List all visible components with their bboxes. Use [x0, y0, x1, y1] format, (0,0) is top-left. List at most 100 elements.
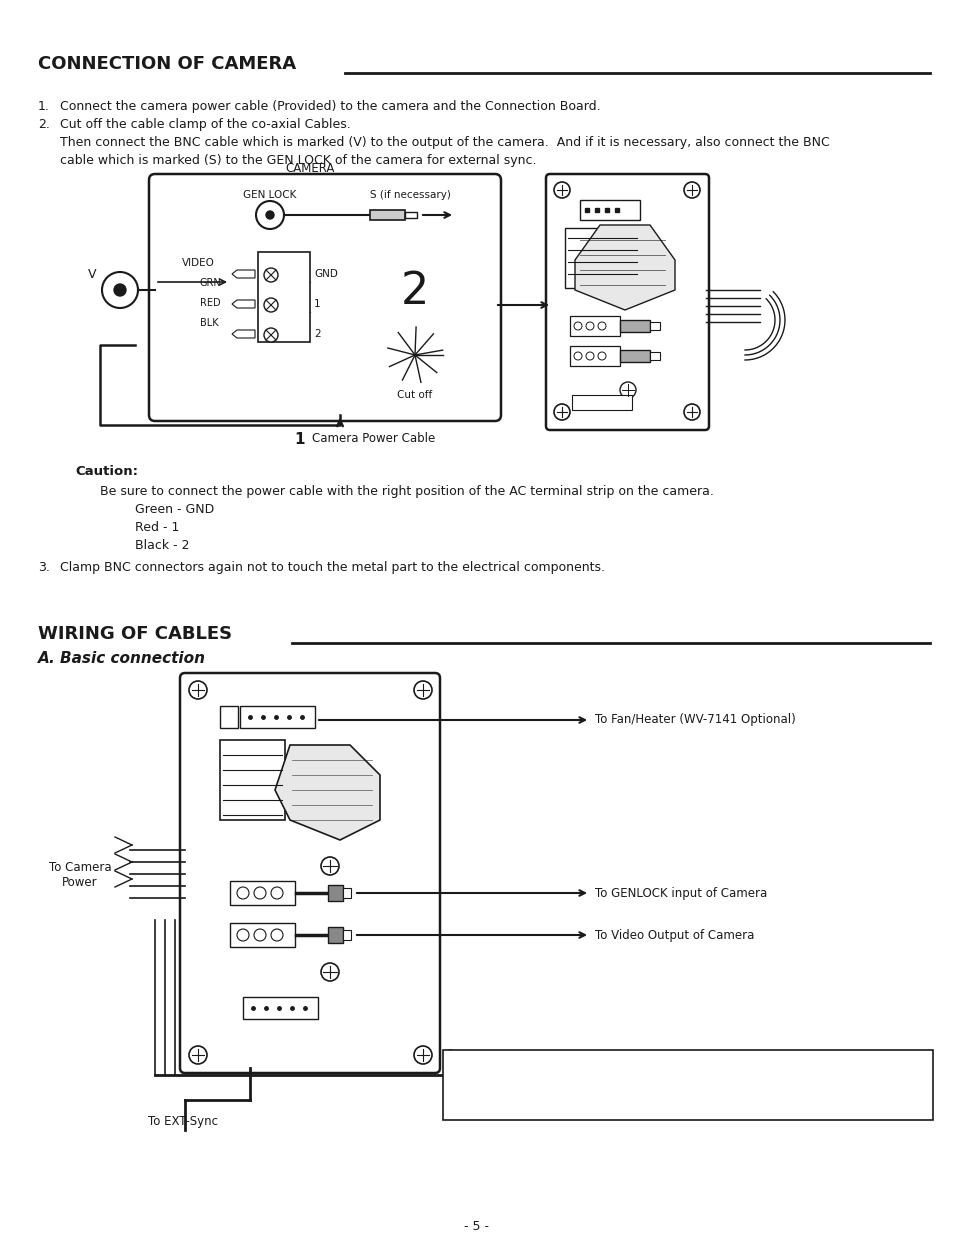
Text: RED: RED [200, 298, 220, 308]
Text: - 5 -: - 5 - [464, 1220, 489, 1234]
Text: GRN: GRN [200, 278, 221, 288]
Circle shape [264, 298, 277, 311]
Text: To GENLOCK input of Camera: To GENLOCK input of Camera [595, 886, 766, 900]
Bar [230, 923, 294, 947]
Text: GND: GND [314, 269, 337, 279]
Bar [569, 316, 619, 336]
Text: To Camera
Power: To Camera Power [49, 861, 112, 889]
FancyArrow shape [232, 300, 254, 308]
Circle shape [253, 887, 266, 898]
Text: S (if necessary): S (if necessary) [370, 190, 451, 200]
Circle shape [255, 201, 284, 230]
Bar [343, 930, 351, 939]
Circle shape [574, 321, 581, 330]
Bar [230, 881, 294, 905]
Text: Caution:: Caution: [75, 465, 138, 478]
Circle shape [271, 887, 283, 898]
Text: Black - 2: Black - 2 [135, 539, 190, 552]
Circle shape [236, 887, 249, 898]
Circle shape [320, 858, 338, 875]
Circle shape [102, 272, 138, 308]
Text: Green - GND: Green - GND [135, 503, 214, 516]
Text: GEN LOCK: GEN LOCK [243, 190, 296, 200]
Circle shape [598, 352, 605, 360]
Text: Clamp BNC connectors again not to touch the metal part to the electrical compone: Clamp BNC connectors again not to touch … [60, 561, 604, 575]
Text: CAMERA: CAMERA [285, 163, 335, 175]
Circle shape [574, 352, 581, 360]
Circle shape [619, 382, 636, 398]
Circle shape [266, 211, 274, 218]
Circle shape [414, 681, 432, 699]
Text: Red - 1: Red - 1 [135, 521, 179, 534]
Bar [572, 395, 631, 410]
Text: To Pan-Tilt Head (use pre-assembled cable) or to
Receiver (use WV-CA50 cable or : To Pan-Tilt Head (use pre-assembled cabl… [448, 1055, 758, 1098]
Bar [405, 212, 416, 218]
Text: V: V [88, 268, 96, 282]
Bar [442, 1050, 932, 1119]
Bar [343, 889, 351, 898]
Circle shape [189, 1046, 207, 1064]
Text: To EXT-Sync: To EXT-Sync [148, 1114, 218, 1128]
Circle shape [236, 930, 249, 941]
Polygon shape [274, 745, 379, 840]
FancyArrow shape [232, 271, 254, 278]
FancyBboxPatch shape [149, 174, 500, 421]
Circle shape [585, 352, 594, 360]
FancyArrow shape [232, 330, 254, 338]
Text: Camera Power Cable: Camera Power Cable [312, 432, 435, 446]
Text: cable which is marked (S) to the GEN LOCK of the camera for external sync.: cable which is marked (S) to the GEN LOC… [60, 154, 536, 168]
Circle shape [683, 405, 700, 419]
Text: Be sure to connect the power cable with the right position of the AC terminal st: Be sure to connect the power cable with … [100, 485, 713, 498]
Bar [328, 885, 343, 901]
Bar [649, 352, 659, 360]
Bar [220, 706, 237, 728]
Text: Connect the camera power cable (Provided) to the camera and the Connection Board: Connect the camera power cable (Provided… [60, 101, 600, 113]
Circle shape [585, 321, 594, 330]
FancyBboxPatch shape [180, 673, 439, 1073]
Text: A. Basic connection: A. Basic connection [38, 652, 206, 666]
Text: CONNECTION OF CAMERA: CONNECTION OF CAMERA [38, 55, 295, 73]
Text: Cut off the cable clamp of the co-axial Cables.: Cut off the cable clamp of the co-axial … [60, 118, 351, 132]
Circle shape [683, 182, 700, 199]
Bar [569, 346, 619, 366]
Circle shape [189, 681, 207, 699]
Text: o b.b.b: o b.b.b [579, 397, 606, 406]
Bar [579, 200, 639, 220]
Text: Cut off: Cut off [397, 390, 432, 400]
Circle shape [264, 268, 277, 282]
Text: 1: 1 [314, 299, 320, 309]
Text: 1.: 1. [38, 101, 50, 113]
Circle shape [414, 1046, 432, 1064]
Text: 2: 2 [314, 329, 320, 339]
Bar [619, 350, 649, 362]
Circle shape [320, 963, 338, 980]
Text: WIRING OF CABLES: WIRING OF CABLES [38, 625, 232, 643]
Bar [240, 706, 314, 728]
Circle shape [253, 930, 266, 941]
Text: To Video Output of Camera: To Video Output of Camera [595, 928, 754, 942]
Text: BLK: BLK [200, 318, 218, 328]
Text: Then connect the BNC cable which is marked (V) to the output of the camera.  And: Then connect the BNC cable which is mark… [60, 137, 829, 149]
Text: 3.: 3. [38, 561, 50, 575]
Circle shape [554, 182, 569, 199]
Text: VIDEO: VIDEO [182, 258, 214, 268]
Circle shape [264, 328, 277, 343]
Bar [564, 228, 639, 288]
Circle shape [598, 321, 605, 330]
Bar [220, 740, 285, 820]
Circle shape [554, 405, 569, 419]
Bar [649, 321, 659, 330]
Text: 2: 2 [400, 271, 429, 313]
Circle shape [271, 930, 283, 941]
Text: 2.: 2. [38, 118, 50, 132]
Bar [370, 210, 405, 220]
FancyBboxPatch shape [545, 174, 708, 429]
Polygon shape [575, 225, 675, 310]
Bar [243, 997, 317, 1019]
Text: 1: 1 [294, 432, 305, 447]
Bar [257, 252, 310, 343]
Text: To Fan/Heater (WV-7141 Optional): To Fan/Heater (WV-7141 Optional) [595, 714, 795, 726]
Bar [328, 927, 343, 943]
Bar [619, 320, 649, 333]
Circle shape [113, 284, 126, 297]
